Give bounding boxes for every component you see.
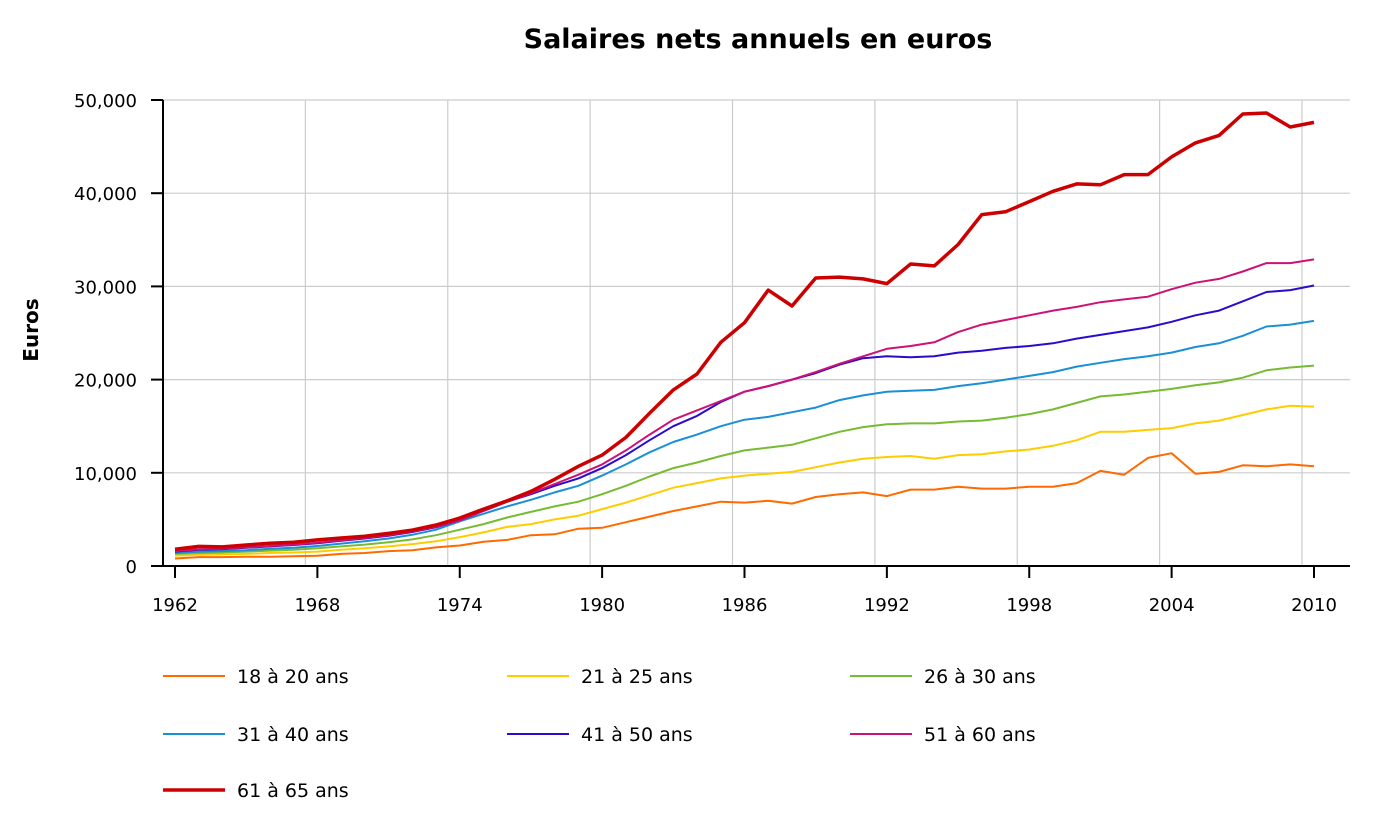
grid bbox=[163, 99, 1350, 566]
y-tick-label: 20,000 bbox=[74, 371, 137, 392]
legend-label: 26 à 30 ans bbox=[924, 666, 1036, 688]
x-tick-label: 1980 bbox=[579, 595, 625, 616]
x-tick-label: 1986 bbox=[722, 595, 768, 616]
y-axis-label: Euros bbox=[19, 298, 43, 361]
series-line-4 bbox=[174, 319, 1315, 554]
series-line-3 bbox=[174, 364, 1315, 555]
legend-label: 18 à 20 ans bbox=[237, 666, 349, 688]
x-tick-label: 2010 bbox=[1291, 595, 1337, 616]
x-tick-label: 1968 bbox=[294, 595, 340, 616]
x-tick-label: 2004 bbox=[1149, 595, 1195, 616]
legend-label: 61 à 65 ans bbox=[237, 780, 349, 802]
y-tick-label: 40,000 bbox=[74, 184, 137, 205]
y-tick-label: 30,000 bbox=[74, 277, 137, 298]
x-tick-label: 1974 bbox=[437, 595, 483, 616]
y-tick-label: 50,000 bbox=[74, 91, 137, 112]
series-line-6 bbox=[174, 258, 1315, 553]
legend-label: 21 à 25 ans bbox=[581, 666, 693, 688]
series-line-7 bbox=[174, 111, 1315, 551]
series-line-5 bbox=[174, 284, 1315, 553]
legend-label: 51 à 60 ans bbox=[924, 724, 1036, 746]
series-line-2 bbox=[174, 404, 1315, 557]
y-tick-label: 0 bbox=[126, 557, 137, 578]
legend: 18 à 20 ans 21 à 25 ans 26 à 30 ans 31 à 40… bbox=[163, 666, 1036, 802]
chart-title: Salaires nets annuels en euros bbox=[524, 24, 993, 55]
legend-label: 31 à 40 ans bbox=[237, 724, 349, 746]
legend-label: 41 à 50 ans bbox=[581, 724, 693, 746]
x-tick-label: 1998 bbox=[1006, 595, 1052, 616]
series-line-1 bbox=[174, 452, 1315, 560]
series-lines bbox=[174, 111, 1315, 560]
x-tick-label: 1962 bbox=[152, 595, 198, 616]
axes: 0 10,000 20,000 30,000 40,000 50,000 1962 1968 1… bbox=[74, 91, 1350, 616]
y-tick-label: 10,000 bbox=[74, 464, 137, 485]
x-tick-label: 1992 bbox=[864, 595, 910, 616]
